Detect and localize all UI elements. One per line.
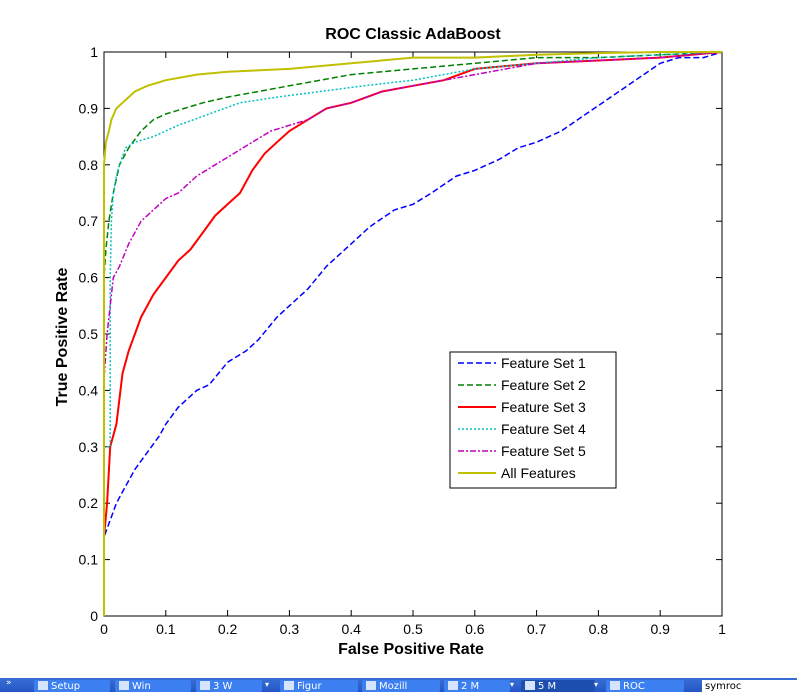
legend-label-4: Feature Set 4 xyxy=(501,421,586,437)
folder-icon xyxy=(200,681,210,690)
taskbar-group-arrow-icon[interactable]: ▾ xyxy=(510,680,515,689)
mozilla-icon xyxy=(366,681,376,690)
y-tick-label: 0 xyxy=(90,608,98,624)
x-tick-label: 0.9 xyxy=(650,621,670,637)
y-tick-label: 0.7 xyxy=(79,213,99,229)
x-tick-label: 0.6 xyxy=(465,621,485,637)
roc-window-icon xyxy=(610,681,620,690)
series-line-3 xyxy=(103,51,723,616)
x-tick-label: 0.1 xyxy=(156,621,176,637)
legend-label-3: Feature Set 3 xyxy=(501,399,586,415)
taskbar-item-setup[interactable]: Setup xyxy=(34,680,110,692)
windows-taskbar: » Setup Win 3 W ▾ Figur Mozill 2 M ▾ 5 M… xyxy=(0,678,797,692)
taskbar-item-roc[interactable]: ROC xyxy=(606,680,684,692)
legend-label-2: Feature Set 2 xyxy=(501,377,586,393)
plot-area xyxy=(103,51,723,617)
legend: Feature Set 1 Feature Set 2 Feature Set 3 F… xyxy=(449,351,617,489)
taskbar-chevron-icon[interactable]: » xyxy=(6,678,12,688)
legend-label-5: Feature Set 5 xyxy=(501,443,586,459)
taskbar-item-win[interactable]: Win xyxy=(115,680,191,692)
roc-chart: ROC Classic AdaBoost 0 0.1 0.2 0.3 0.4 0.5 0.6… xyxy=(54,26,727,658)
taskbar-address-field[interactable]: symroc xyxy=(702,680,797,692)
taskbar-item-5m[interactable]: 5 M xyxy=(521,680,595,692)
word-icon xyxy=(448,681,458,690)
taskbar-item-mozilla[interactable]: Mozill xyxy=(362,680,440,692)
setup-icon xyxy=(38,681,48,690)
x-tick-label: 0.2 xyxy=(218,621,238,637)
matlab-icon xyxy=(525,681,535,690)
taskbar-group-arrow-icon[interactable]: ▾ xyxy=(594,680,599,689)
legend-label-1: Feature Set 1 xyxy=(501,355,586,371)
win-icon xyxy=(119,681,129,690)
x-tick-label: 0.3 xyxy=(280,621,300,637)
taskbar-item-figure[interactable]: Figur xyxy=(280,680,358,692)
y-tick-label: 0.9 xyxy=(79,100,99,116)
x-tick-label: 0.8 xyxy=(589,621,609,637)
y-tick-label: 1 xyxy=(90,44,98,60)
y-tick-label: 0.2 xyxy=(79,495,99,511)
series-line-2 xyxy=(103,51,723,616)
x-axis-label: False Positive Rate xyxy=(338,641,484,658)
series-line-4 xyxy=(103,51,723,616)
x-tick-label: 0.4 xyxy=(341,621,361,637)
figure-icon xyxy=(284,681,294,690)
y-tick-label: 0.5 xyxy=(79,326,99,342)
axis-ticks: 0 0.1 0.2 0.3 0.4 0.5 0.6 0.7 0.8 0.9 1 0 0.1 0.2 0.3 0… xyxy=(79,44,727,637)
legend-label-6: All Features xyxy=(501,465,576,481)
x-tick-label: 0.5 xyxy=(403,621,423,637)
y-axis-label: True Positive Rate xyxy=(54,268,71,407)
x-tick-label: 0 xyxy=(100,621,108,637)
legend-box xyxy=(449,351,617,489)
x-tick-label: 0.7 xyxy=(527,621,547,637)
series-line-5 xyxy=(103,51,723,616)
taskbar-item-2m[interactable]: 2 M xyxy=(444,680,510,692)
y-tick-label: 0.6 xyxy=(79,270,99,286)
y-tick-label: 0.4 xyxy=(79,382,99,398)
series-layer xyxy=(103,51,723,616)
x-tick-label: 1 xyxy=(718,621,726,637)
series-line-1 xyxy=(103,51,723,616)
y-tick-label: 0.8 xyxy=(79,157,99,173)
taskbar-item-3w[interactable]: 3 W xyxy=(196,680,262,692)
chart-title: ROC Classic AdaBoost xyxy=(325,26,501,43)
series-line-6 xyxy=(103,51,722,616)
taskbar-group-arrow-icon[interactable]: ▾ xyxy=(265,680,270,689)
y-tick-label: 0.3 xyxy=(79,439,99,455)
y-tick-label: 0.1 xyxy=(79,552,99,568)
